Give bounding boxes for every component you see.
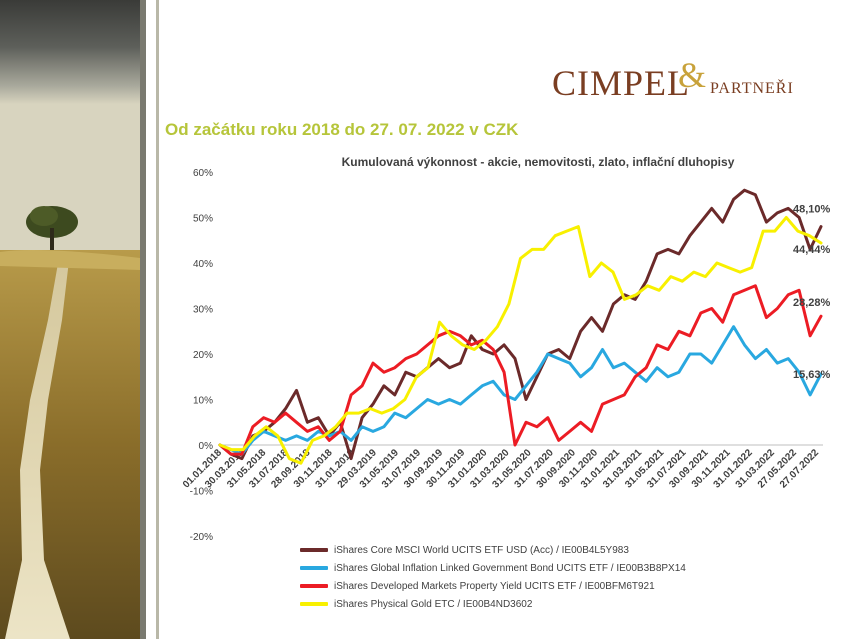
landscape-illustration bbox=[0, 0, 140, 639]
logo-subtext: PARTNEŘI bbox=[710, 80, 794, 97]
series-end-label: 15,63% bbox=[793, 369, 831, 381]
series-line bbox=[218, 216, 823, 465]
y-tick-label: 0% bbox=[199, 441, 214, 452]
legend-item: iShares Core MSCI World UCITS ETF USD (A… bbox=[300, 541, 686, 559]
y-tick-label: 20% bbox=[193, 350, 213, 361]
y-tick-label: -10% bbox=[190, 487, 213, 498]
logo-ampersand: & bbox=[678, 55, 707, 95]
legend-label: iShares Core MSCI World UCITS ETF USD (A… bbox=[334, 544, 629, 556]
legend-label: iShares Physical Gold ETC / IE00B4ND3602 bbox=[334, 598, 533, 610]
y-tick-label: 30% bbox=[193, 305, 213, 316]
performance-chart: Kumulovaná výkonnost - akcie, nemovitost… bbox=[181, 155, 831, 543]
legend-item: iShares Physical Gold ETC / IE00B4ND3602 bbox=[300, 595, 686, 613]
legend-swatch bbox=[300, 548, 328, 552]
y-tick-label: 60% bbox=[193, 168, 213, 179]
y-tick-label: 40% bbox=[193, 259, 213, 270]
landscape-photo bbox=[0, 0, 140, 639]
series-line bbox=[218, 325, 823, 456]
y-tick-label: -20% bbox=[190, 532, 213, 543]
x-axis: 01.01.201830.03.201831.05.201831.07.2018… bbox=[181, 444, 823, 491]
chart-title: Kumulovaná výkonnost - akcie, nemovitost… bbox=[342, 155, 735, 169]
decorative-stripe-white bbox=[146, 0, 156, 639]
legend-label: iShares Developed Markets Property Yield… bbox=[334, 580, 655, 592]
legend-swatch bbox=[300, 602, 328, 606]
end-labels: 48,10% 15,63% 28,28% 44,44% bbox=[793, 204, 831, 381]
legend-swatch bbox=[300, 566, 328, 570]
y-axis: -20% -10% 0% 10% 20% 30% 40% 50% 60% bbox=[190, 168, 213, 543]
series-end-label: 44,44% bbox=[793, 244, 831, 256]
y-tick-label: 10% bbox=[193, 396, 213, 407]
decorative-stripe bbox=[140, 0, 146, 639]
logo-text: CIMPEL bbox=[552, 63, 691, 103]
page-headline: Od začátku roku 2018 do 27. 07. 2022 v C… bbox=[165, 120, 519, 139]
series-end-label: 28,28% bbox=[793, 297, 831, 309]
legend-item: iShares Developed Markets Property Yield… bbox=[300, 577, 686, 595]
series-line bbox=[218, 188, 823, 461]
series-lines bbox=[218, 188, 823, 465]
legend-swatch bbox=[300, 584, 328, 588]
decorative-stripe-light bbox=[156, 0, 159, 639]
series-line bbox=[218, 284, 823, 456]
legend-label: iShares Global Inflation Linked Governme… bbox=[334, 562, 686, 574]
legend-item: iShares Global Inflation Linked Governme… bbox=[300, 559, 686, 577]
y-tick-label: 50% bbox=[193, 214, 213, 225]
chart-legend: iShares Core MSCI World UCITS ETF USD (A… bbox=[300, 541, 686, 613]
series-end-label: 48,10% bbox=[793, 204, 831, 216]
company-logo: CIMPEL & PARTNEŘI bbox=[552, 55, 812, 110]
